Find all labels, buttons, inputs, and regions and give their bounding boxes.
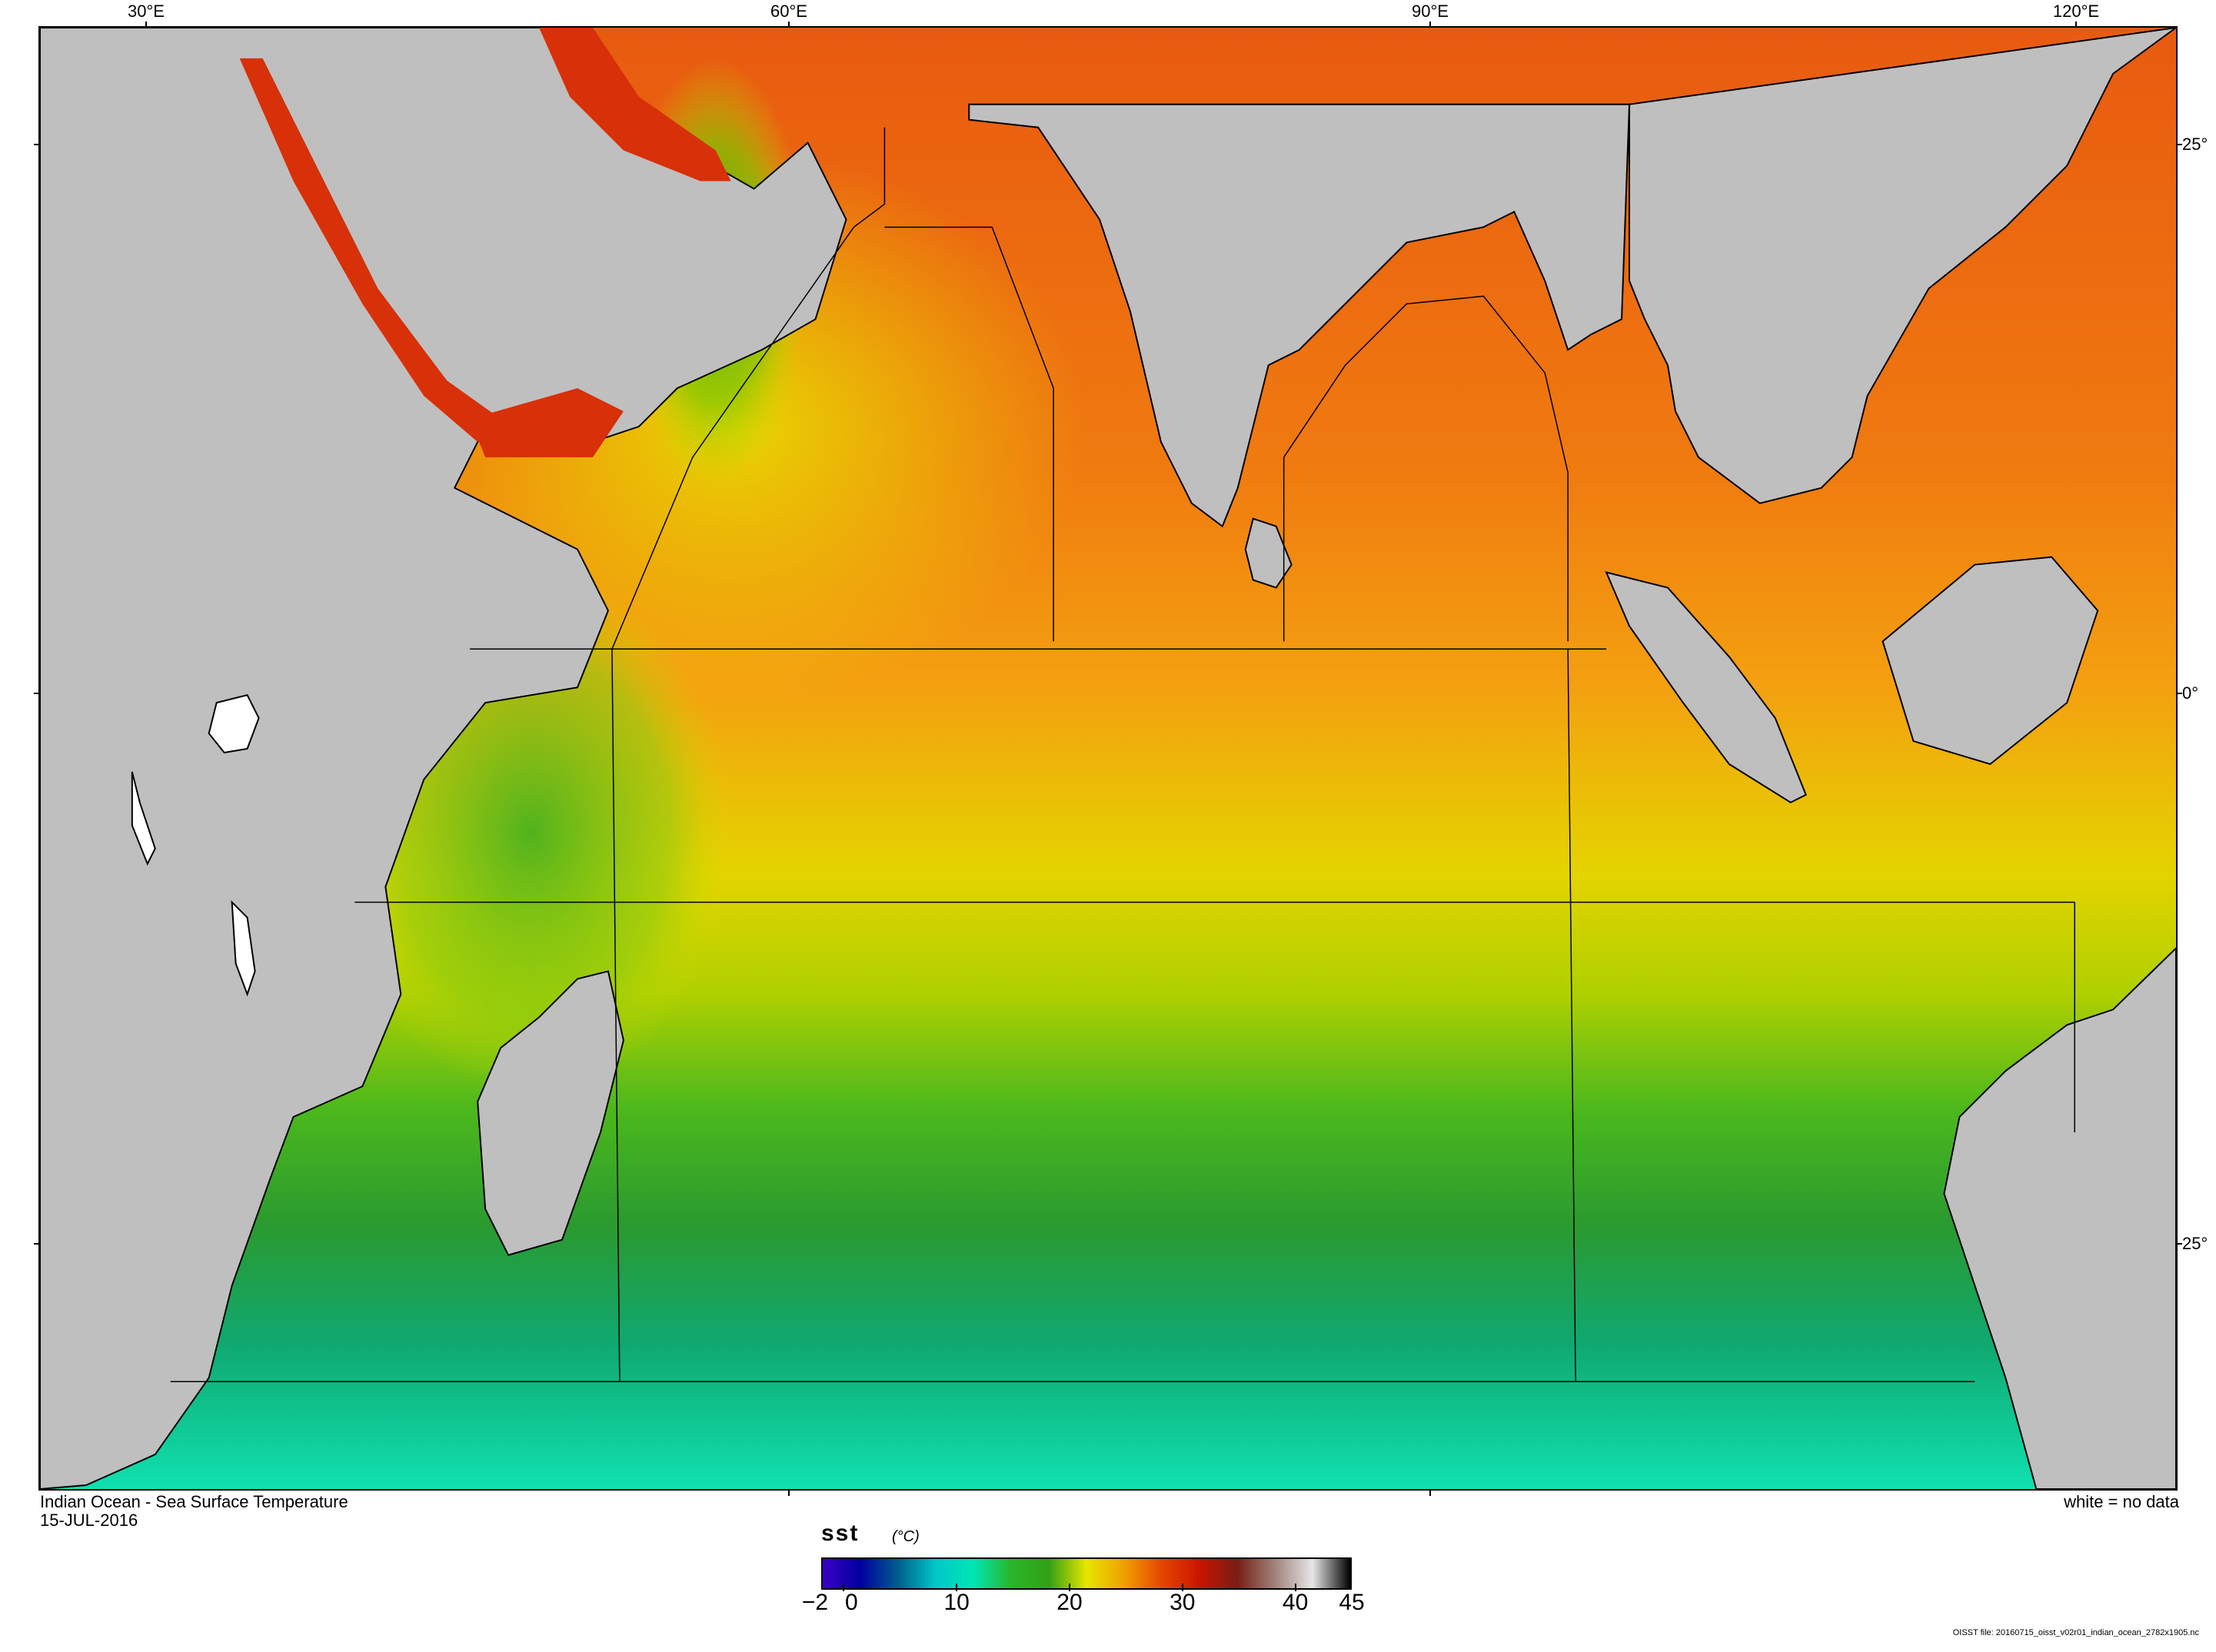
colorbar-tick-mark (1181, 1584, 1183, 1591)
australia-land (1943, 947, 2176, 1489)
madagascar-land (477, 970, 624, 1256)
sumatra-land (1605, 571, 1807, 804)
lat-label-25s: 25° (2182, 1234, 2208, 1253)
colorbar-tick-label: 45 (1339, 1590, 1365, 1615)
colorbar-tick-label: 30 (1170, 1590, 1196, 1615)
tick-mark (1429, 1487, 1431, 1496)
colorbar-tick-mark (956, 1584, 958, 1591)
tick-mark (2173, 144, 2182, 145)
lon-label-60e: 60°E (770, 2, 807, 21)
sri-lanka-land (1244, 517, 1293, 589)
lon-label-90e: 90°E (1412, 2, 1449, 21)
colorbar-tick-label: 10 (943, 1590, 970, 1615)
borneo-land (1882, 556, 2099, 766)
tick-mark (2173, 693, 2182, 694)
colorbar-tick-label: −2 (801, 1590, 829, 1615)
colorbar-tick-mark (843, 1584, 845, 1591)
colorbar (821, 1557, 1352, 1590)
region-boundaries (170, 127, 2075, 1383)
africa-arabia-land (40, 28, 847, 1489)
tick-mark (788, 1487, 790, 1496)
colorbar-units: (°C) (892, 1528, 920, 1545)
no-data-patches (131, 694, 260, 997)
no-data-note: white = no data (2064, 1492, 2179, 1511)
colorbar-tick-mark (1068, 1584, 1070, 1591)
lon-label-120e: 120°E (2052, 2, 2100, 21)
warm-inland-seas (239, 28, 731, 457)
land-masses (40, 28, 2176, 1489)
lat-label-25n: 25° (2182, 135, 2208, 154)
persian-gulf (539, 28, 731, 181)
tick-mark (2173, 1243, 2182, 1245)
colorbar-tick-label: 20 (1056, 1590, 1083, 1615)
sst-map (38, 26, 2178, 1491)
lon-label-30e: 30°E (128, 2, 165, 21)
colorbar-tick-label: 40 (1282, 1590, 1309, 1615)
source-file-note: OISST file: 20160715_oisst_v02r01_indian… (1952, 1628, 2199, 1637)
colorbar-variable: sst (821, 1521, 860, 1546)
southeast-asia-land (1629, 28, 2176, 504)
sst-map-canvas (40, 28, 2176, 1489)
india-land (968, 103, 1631, 528)
red-sea (239, 58, 501, 442)
lat-label-0: 0° (2182, 683, 2199, 703)
map-title: Indian Ocean - Sea Surface Temperature (40, 1492, 348, 1511)
gulf-of-aden (470, 388, 624, 457)
colorbar-tick-mark (1294, 1584, 1296, 1591)
colorbar-tick-label: 0 (845, 1590, 858, 1615)
map-date: 15-JUL-2016 (40, 1511, 138, 1530)
